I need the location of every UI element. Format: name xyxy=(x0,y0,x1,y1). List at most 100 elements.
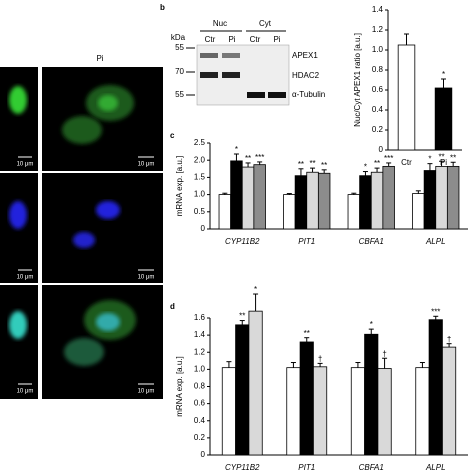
nucleus xyxy=(98,95,118,111)
x-tick-label: CBFA1 xyxy=(359,237,384,246)
scale-label: 10 μm xyxy=(138,162,155,168)
bar xyxy=(299,341,314,456)
panel-letter: c xyxy=(170,131,175,140)
bar xyxy=(350,367,365,456)
group-label: Cyt xyxy=(259,19,272,28)
y-tick-label: 0.5 xyxy=(194,207,206,216)
significance: * xyxy=(442,70,445,79)
bar xyxy=(364,333,379,456)
significance: *** xyxy=(431,307,440,316)
nucleus xyxy=(73,232,95,248)
lane-label: Ctr xyxy=(205,35,216,44)
bar xyxy=(313,366,328,456)
significance: * xyxy=(254,285,257,294)
significance: ** xyxy=(374,159,380,168)
micrograph xyxy=(0,67,38,171)
scale-label: 10 μm xyxy=(138,389,155,395)
panel-letter: d xyxy=(170,302,175,311)
bar xyxy=(446,165,460,230)
x-tick-label: PIT1 xyxy=(298,237,315,246)
bar xyxy=(248,310,263,456)
column-label: Pi xyxy=(96,54,103,63)
bar xyxy=(428,319,443,456)
y-tick-label: 0.8 xyxy=(194,382,206,391)
bar xyxy=(442,346,457,456)
band xyxy=(222,72,240,78)
nucleus xyxy=(96,313,120,331)
panel-letter: b xyxy=(160,3,165,12)
y-tick-label: 1.4 xyxy=(372,5,384,14)
bar xyxy=(412,193,425,230)
bar xyxy=(283,194,296,230)
bar xyxy=(221,367,236,456)
bar xyxy=(230,160,243,230)
band xyxy=(200,53,218,58)
y-axis-label: Nuc/Cyt APEX1 ratio [a.u.] xyxy=(353,33,362,127)
significance: ** xyxy=(245,154,251,163)
y-tick-label: 1.0 xyxy=(194,190,206,199)
y-tick-label: 0.8 xyxy=(372,65,384,74)
protein-label: HDAC2 xyxy=(292,71,320,80)
protein-label: APEX1 xyxy=(292,51,318,60)
significance: ** xyxy=(239,312,245,321)
bar xyxy=(294,175,308,230)
western-blot: kDa Nuc Cyt Ctr Pi Ctr Pi 55 70 55 APEX1… xyxy=(171,19,325,106)
significance: ** xyxy=(438,152,444,161)
y-tick-label: 1.4 xyxy=(194,330,206,339)
nucleus xyxy=(9,86,27,114)
band xyxy=(200,72,218,78)
bar xyxy=(370,171,384,230)
scale-label: 10 μm xyxy=(17,275,34,281)
bar xyxy=(317,172,331,230)
scale-label: 10 μm xyxy=(138,275,155,281)
scale-label: 10 μm xyxy=(17,162,34,168)
x-tick-label: ALPL xyxy=(425,463,446,472)
y-tick-label: 1.0 xyxy=(194,364,206,373)
y-tick-label: 1.0 xyxy=(372,45,384,54)
x-tick-label: CYP11B2 xyxy=(225,463,260,472)
y-tick-label: 0.6 xyxy=(194,399,206,408)
significance: ** xyxy=(298,160,304,169)
band xyxy=(222,53,240,58)
bar xyxy=(397,44,416,151)
cell xyxy=(62,116,102,144)
significance: ** xyxy=(321,161,327,170)
marker: 55 xyxy=(175,43,184,52)
x-tick-label: CYP11B2 xyxy=(225,237,260,246)
y-tick-label: 0 xyxy=(379,145,384,154)
lane-label: Pi xyxy=(228,35,235,44)
y-tick-label: 0.4 xyxy=(372,105,384,114)
band xyxy=(268,92,286,98)
significance: * xyxy=(235,145,238,154)
bar xyxy=(382,165,395,230)
y-tick-label: 0.4 xyxy=(194,416,206,425)
significance: † xyxy=(318,354,322,363)
significance: * xyxy=(364,163,367,172)
bar xyxy=(286,367,301,456)
lane-label: Pi xyxy=(273,35,280,44)
bar xyxy=(377,368,392,456)
bar xyxy=(241,166,255,230)
significance: ** xyxy=(304,329,310,338)
significance: *** xyxy=(384,154,393,163)
x-tick-label: Ctr xyxy=(401,158,412,167)
significance: ** xyxy=(450,153,456,162)
y-axis-label: mRNA exp. [a.u.] xyxy=(175,356,184,416)
significance: † xyxy=(447,335,451,344)
micrograph xyxy=(42,173,163,283)
x-tick-label: PIT1 xyxy=(298,463,315,472)
significance: * xyxy=(370,320,373,329)
y-axis-label: mRNA exp. [a.u.] xyxy=(175,156,184,216)
unit: kDa xyxy=(171,33,186,42)
y-tick-label: 0.2 xyxy=(372,125,384,134)
bar xyxy=(435,165,448,230)
bar xyxy=(423,170,437,230)
micrograph xyxy=(0,285,38,399)
lane-label: Ctr xyxy=(250,35,261,44)
y-tick-label: 2.5 xyxy=(194,138,206,147)
significance: * xyxy=(428,155,431,164)
y-tick-label: 1.2 xyxy=(194,347,206,356)
bar xyxy=(434,87,453,151)
micrographs: 10 μm 10 μm 10 μm 10 μm 10 μm 10 μm xyxy=(0,67,163,399)
